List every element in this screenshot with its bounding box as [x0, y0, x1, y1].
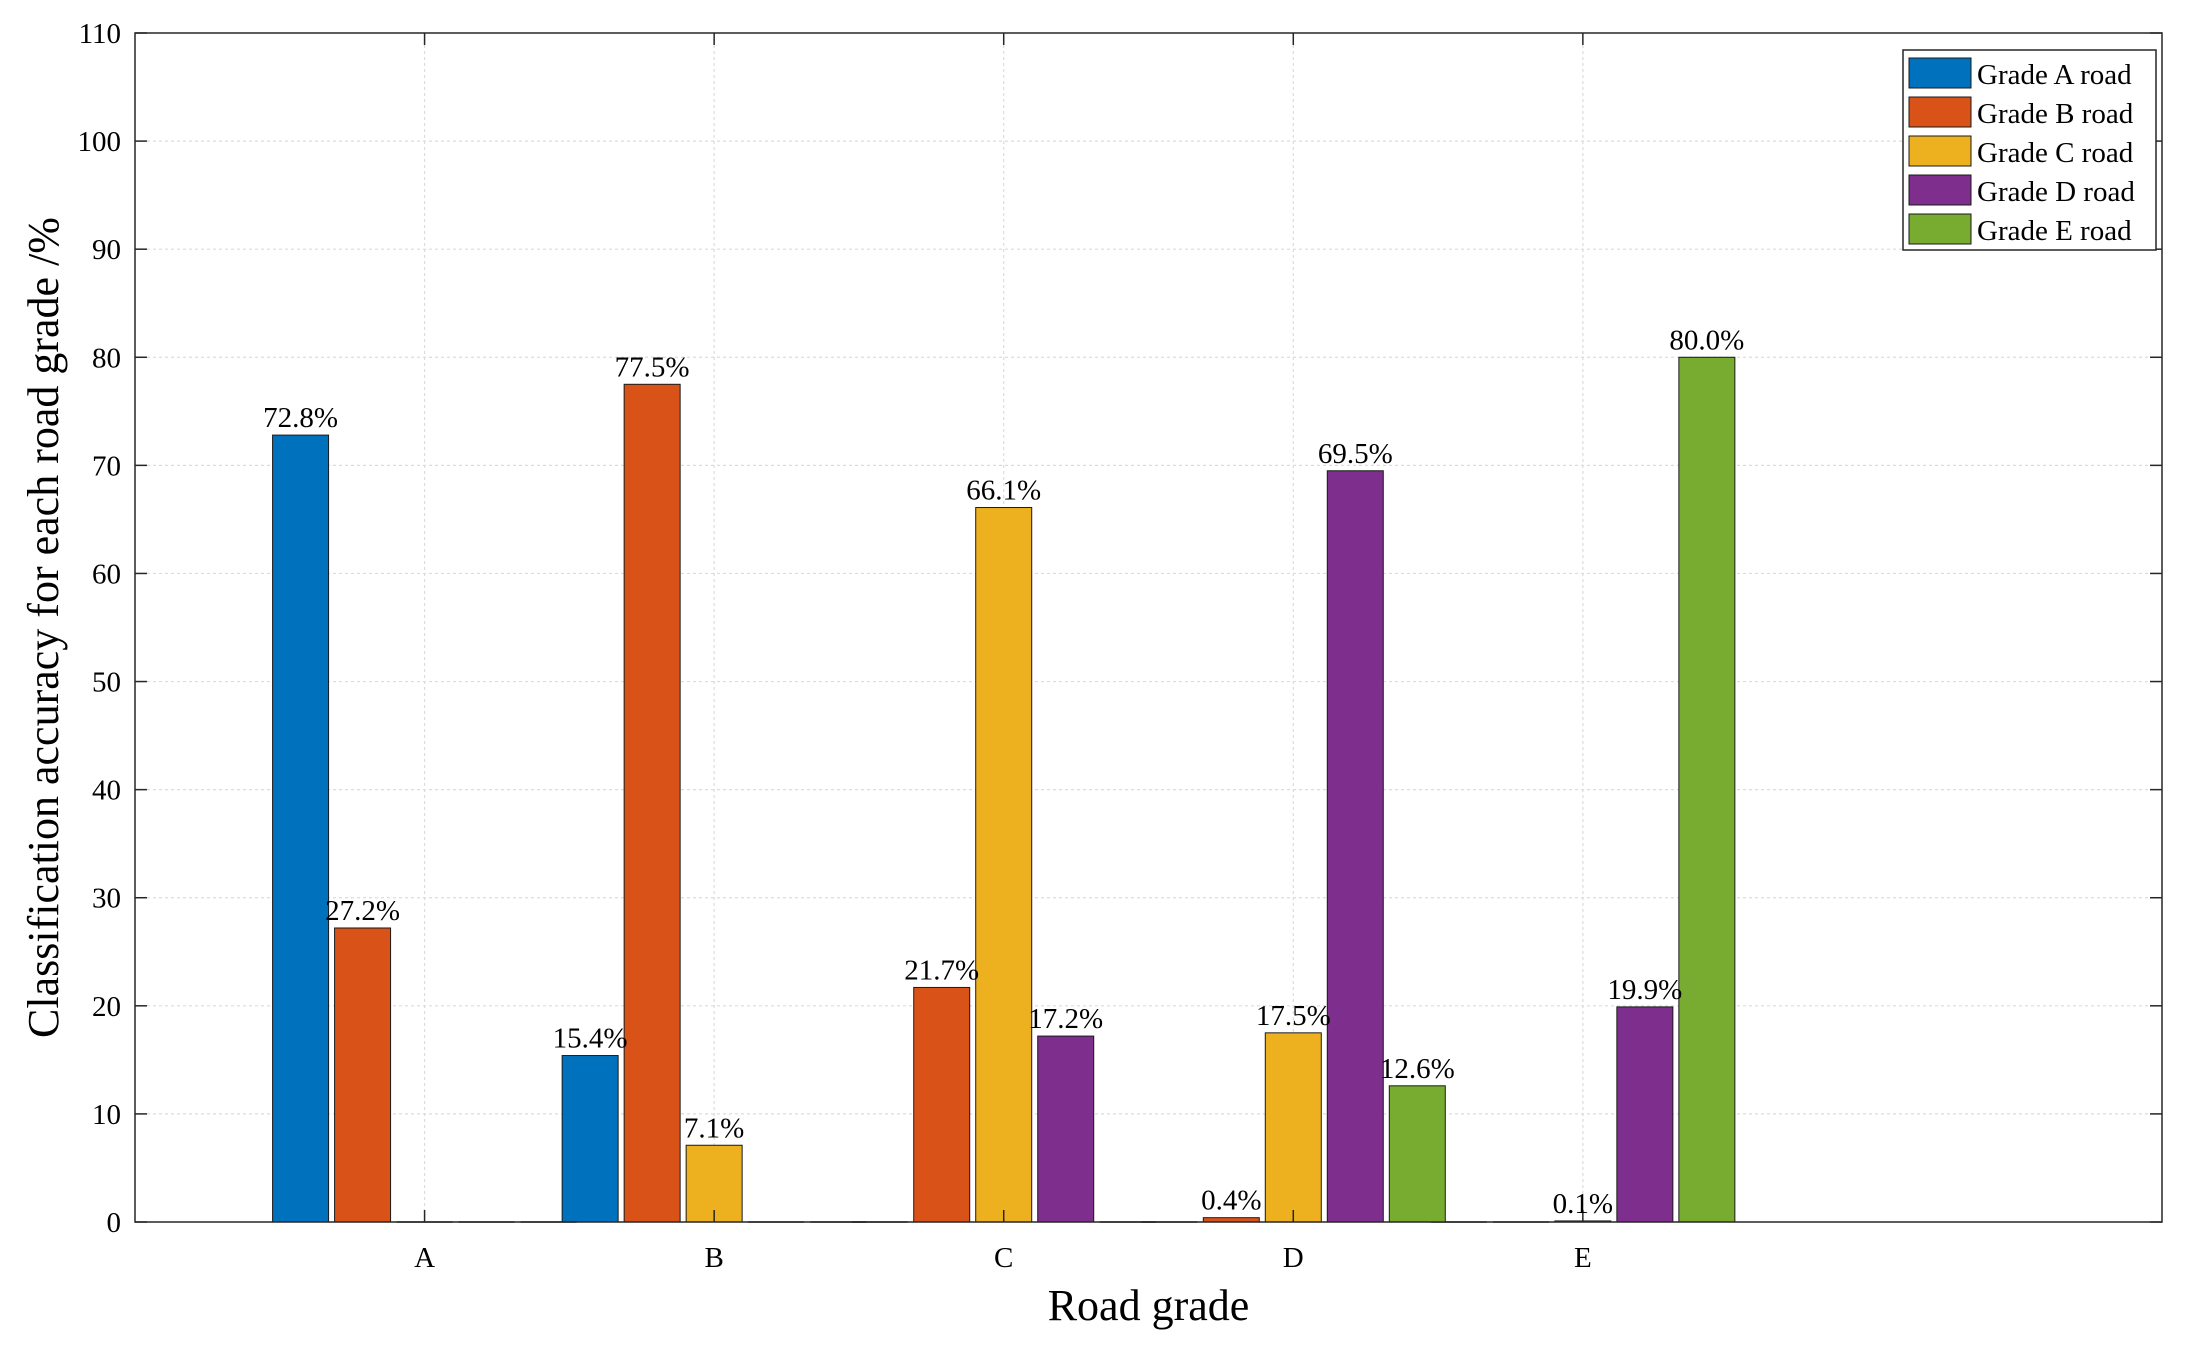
x-tick-label-c: C	[994, 1242, 1013, 1274]
y-tick-label: 100	[78, 126, 122, 158]
bar-grade-d-road-d	[1326, 470, 1384, 1223]
data-label: 17.5%	[1256, 1000, 1331, 1032]
bar-grade-a-road-b	[561, 1055, 619, 1223]
bar-grade-a-road-a	[272, 434, 330, 1223]
y-tick-label: 70	[92, 450, 121, 482]
legend-label-grade-d-road: Grade D road	[1977, 176, 2135, 208]
x-tick-label-e: E	[1574, 1242, 1592, 1274]
bar-grade-e-road-e	[1678, 356, 1736, 1223]
grid-lines	[135, 33, 2162, 1222]
data-label: 19.9%	[1607, 974, 1682, 1006]
data-labels: 72.8% 15.4% 27.2% 77.5% 21.7% 0.4% 7.1% 66.1% 17…	[263, 324, 1744, 1220]
data-label: 27.2%	[325, 895, 400, 927]
bar-grade-d-road-e	[1616, 1006, 1674, 1223]
data-label: 0.1%	[1553, 1188, 1613, 1220]
plot-area-frame	[134, 32, 2163, 1223]
legend-swatch-grade-d-road	[1908, 174, 1972, 206]
x-tick-label-d: D	[1283, 1242, 1304, 1274]
legend-swatch-grade-b-road	[1908, 96, 1972, 128]
bar-grade-d-road-c	[1037, 1035, 1095, 1223]
y-tick-label: 50	[92, 667, 121, 699]
legend-label-grade-b-road: Grade B road	[1977, 98, 2134, 130]
y-tick-label: 20	[92, 991, 121, 1023]
data-label: 17.2%	[1028, 1003, 1103, 1035]
data-label: 80.0%	[1669, 324, 1744, 356]
x-axis-ticks: A B C D E	[414, 33, 1592, 1274]
data-label: 66.1%	[966, 475, 1041, 507]
bar-grade-b-road-c	[913, 986, 971, 1223]
y-axis-title: Classification accuracy for each road gr…	[19, 217, 68, 1038]
legend-label-grade-e-road: Grade E road	[1977, 215, 2132, 247]
legend-swatch-grade-c-road	[1908, 135, 1972, 167]
y-tick-label: 110	[79, 18, 121, 50]
y-tick-label: 90	[92, 234, 121, 266]
x-axis-title: Road grade	[1048, 1281, 1250, 1330]
y-tick-label: 40	[92, 775, 121, 807]
data-label: 7.1%	[684, 1112, 744, 1144]
y-tick-label: 30	[92, 883, 121, 915]
y-tick-label: 80	[92, 342, 121, 374]
data-label: 77.5%	[615, 351, 690, 383]
legend-label-grade-a-road: Grade A road	[1977, 59, 2132, 91]
legend: Grade A road Grade B road Grade C road Grad…	[1902, 49, 2157, 251]
bar-grade-b-road-a	[334, 927, 392, 1223]
data-label: 72.8%	[263, 402, 338, 434]
data-label: 0.4%	[1201, 1185, 1261, 1217]
bar-grade-e-road-d	[1388, 1085, 1446, 1223]
bar-grade-c-road-d	[1264, 1032, 1322, 1223]
data-label: 15.4%	[553, 1023, 628, 1055]
y-tick-label: 0	[107, 1207, 122, 1239]
data-label: 12.6%	[1380, 1053, 1455, 1085]
x-tick-label-b: B	[704, 1242, 723, 1274]
legend-swatch-grade-a-road	[1908, 57, 1972, 89]
legend-swatch-grade-e-road	[1908, 213, 1972, 245]
legend-label-grade-c-road: Grade C road	[1977, 137, 2134, 169]
data-label: 69.5%	[1318, 438, 1393, 470]
bar-grade-b-road-b	[623, 383, 681, 1223]
x-tick-label-a: A	[414, 1242, 435, 1274]
y-tick-label: 60	[92, 558, 121, 590]
bar-grade-c-road-c	[975, 507, 1033, 1223]
data-label: 21.7%	[904, 954, 979, 986]
y-tick-label: 10	[92, 1099, 121, 1131]
